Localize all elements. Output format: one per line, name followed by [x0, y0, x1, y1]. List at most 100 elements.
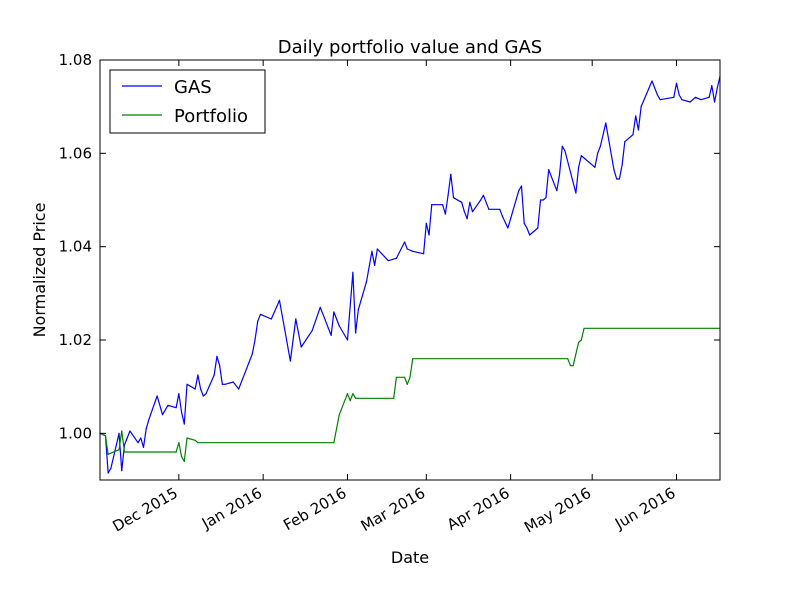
data-point-gas: [118, 432, 120, 434]
data-point-gas: [167, 404, 169, 406]
data-point-gas: [126, 437, 128, 439]
data-point-gas: [689, 101, 691, 103]
data-point-gas: [319, 306, 321, 308]
data-point-gas: [586, 159, 588, 161]
data-point-gas: [618, 178, 620, 180]
data-point-gas: [352, 271, 354, 273]
series-layer: [99, 75, 721, 474]
data-point-gas: [561, 145, 563, 147]
data-point-gas: [640, 106, 642, 108]
data-point-gas: [387, 260, 389, 262]
data-point-gas: [578, 166, 580, 168]
data-point-gas: [583, 157, 585, 159]
data-point-gas: [575, 192, 577, 194]
data-point-gas: [461, 201, 463, 203]
data-point-gas: [537, 227, 539, 229]
data-point-gas: [213, 374, 215, 376]
y-tick-label: 1.02: [59, 331, 92, 349]
legend-label-gas: GAS: [174, 77, 212, 98]
data-point-gas: [406, 248, 408, 250]
data-point-gas: [605, 122, 607, 124]
data-point-gas: [529, 234, 531, 236]
data-point-gas: [338, 325, 340, 327]
data-point-portfolio: [412, 358, 414, 360]
data-point-gas: [224, 383, 226, 385]
data-point-gas: [412, 250, 414, 252]
data-point-gas: [507, 227, 509, 229]
data-point-portfolio: [104, 435, 107, 437]
data-point-gas: [238, 388, 240, 390]
data-point-gas: [257, 320, 259, 322]
plot-frame: [99, 59, 721, 481]
data-point-portfolio: [357, 397, 359, 399]
data-point-gas: [327, 327, 330, 329]
data-point-gas: [178, 393, 180, 395]
data-point-gas: [175, 407, 177, 409]
data-point-portfolio: [395, 376, 397, 378]
data-point-gas: [694, 96, 697, 98]
data-point-portfolio: [333, 442, 335, 444]
y-tick-label: 1.00: [59, 424, 92, 442]
data-point-gas: [121, 470, 123, 472]
data-point-gas: [447, 194, 449, 196]
data-point-gas: [180, 411, 183, 413]
data-point-gas: [216, 355, 218, 357]
data-point-gas: [539, 199, 542, 201]
data-point-gas: [526, 227, 528, 229]
data-point-portfolio: [355, 397, 357, 399]
data-point-gas: [254, 339, 256, 341]
data-point-gas: [482, 194, 485, 196]
data-point-portfolio: [118, 449, 120, 451]
chart-title: Daily portfolio value and GAS: [278, 37, 542, 58]
data-point-gas: [278, 299, 281, 301]
data-point-portfolio: [393, 397, 395, 399]
data-point-gas: [374, 264, 376, 266]
data-point-gas: [357, 309, 359, 311]
data-point-gas: [651, 80, 653, 82]
data-point-gas: [142, 446, 145, 448]
data-point-gas: [599, 145, 601, 147]
data-point-gas: [137, 442, 139, 444]
data-point-gas: [330, 334, 332, 336]
data-point-gas: [289, 360, 291, 362]
data-point-gas: [333, 311, 335, 313]
legend-label-portfolio: Portfolio: [174, 106, 248, 127]
data-point-gas: [395, 257, 397, 259]
data-point-portfolio: [403, 376, 406, 378]
data-point-gas: [675, 82, 678, 84]
data-point-gas: [621, 164, 623, 166]
data-point-gas: [632, 134, 634, 136]
data-point-gas: [711, 85, 713, 87]
data-point-portfolio: [121, 430, 123, 432]
data-point-gas: [673, 96, 675, 98]
y-tick-label: 1.08: [59, 51, 92, 69]
data-point-gas: [431, 204, 433, 206]
data-point-gas: [197, 374, 199, 376]
data-point-portfolio: [578, 341, 580, 343]
data-point-portfolio: [580, 339, 582, 341]
data-point-portfolio: [352, 393, 354, 395]
data-point-gas: [355, 332, 357, 334]
data-point-portfolio: [183, 460, 185, 462]
data-point-portfolio: [406, 383, 408, 385]
data-point-gas: [311, 330, 313, 332]
data-point-gas: [433, 204, 436, 206]
data-point-gas: [616, 178, 618, 180]
data-point-gas: [371, 250, 373, 252]
data-point-portfolio: [175, 451, 177, 453]
data-point-portfolio: [569, 365, 572, 367]
data-point-portfolio: [197, 442, 199, 444]
data-point-gas: [501, 215, 504, 217]
data-point-gas: [518, 190, 520, 192]
legend-box: [109, 69, 266, 134]
data-point-gas: [425, 222, 427, 224]
y-tick-label: 1.06: [59, 144, 92, 162]
data-point-portfolio: [194, 439, 196, 441]
data-point-gas: [488, 208, 490, 210]
data-point-gas: [295, 318, 297, 320]
data-point-portfolio: [349, 400, 351, 402]
data-point-gas: [499, 208, 501, 210]
data-point-gas: [450, 173, 452, 175]
data-point-gas: [635, 115, 637, 117]
y-axis: 1.00 1.02 1.04 1.06 1.08: [59, 51, 720, 442]
